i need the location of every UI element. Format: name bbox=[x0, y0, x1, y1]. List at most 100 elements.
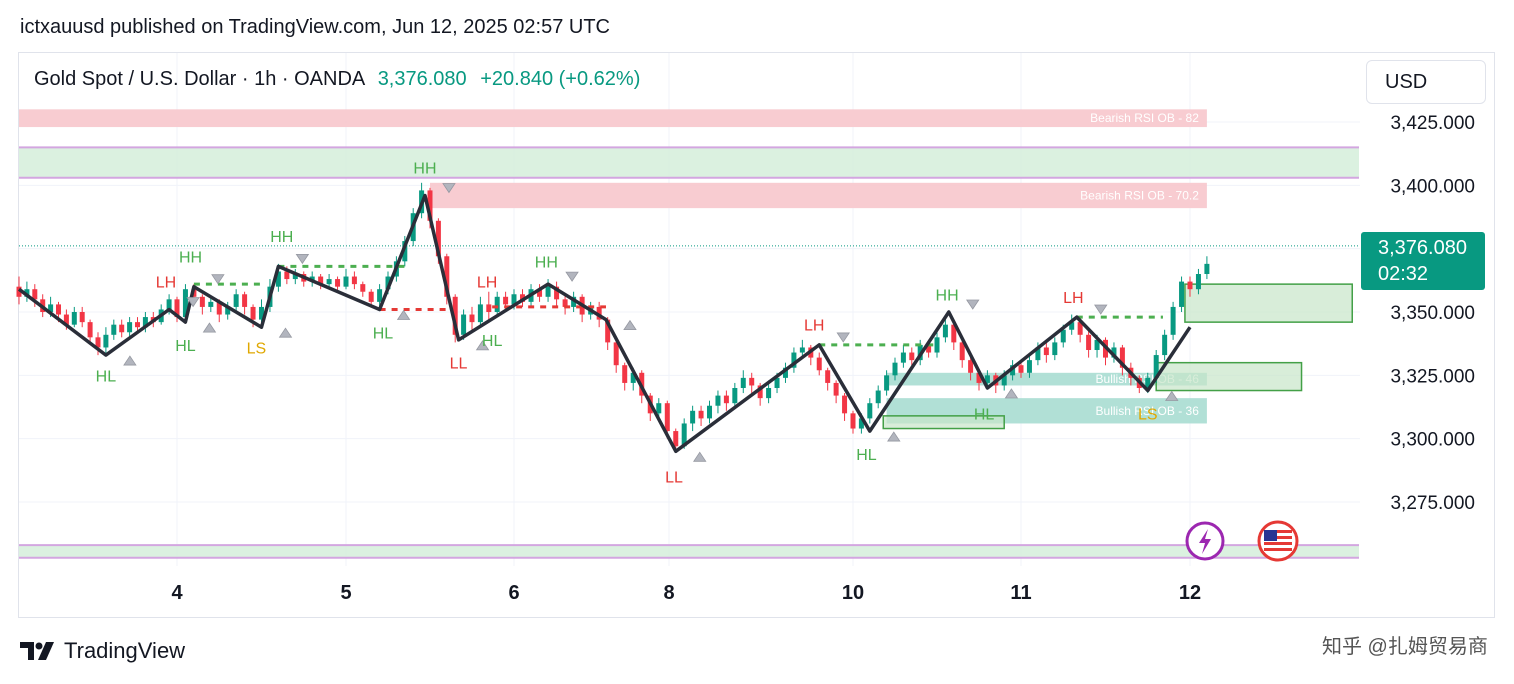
candle bbox=[368, 289, 374, 307]
candle bbox=[1204, 256, 1210, 280]
swing-label: LH bbox=[477, 275, 497, 292]
candle-body bbox=[1086, 334, 1092, 350]
swing-structure-line bbox=[17, 183, 1192, 462]
candle-body bbox=[1162, 334, 1168, 356]
swing-high-marker bbox=[211, 274, 225, 285]
lightning-icon[interactable] bbox=[1185, 521, 1225, 561]
candle-body bbox=[867, 403, 873, 419]
candle bbox=[690, 405, 696, 432]
candle-body bbox=[103, 334, 109, 348]
zone-range bbox=[19, 545, 1359, 558]
candle-body bbox=[326, 279, 332, 285]
candle bbox=[87, 319, 93, 345]
candle-body bbox=[216, 301, 222, 315]
candle-body bbox=[757, 385, 763, 399]
swing-high-marker bbox=[442, 183, 456, 194]
swing-line bbox=[17, 193, 1192, 454]
candle bbox=[850, 410, 856, 434]
candle bbox=[571, 291, 577, 312]
candle bbox=[749, 372, 755, 394]
zone-bearish-ob bbox=[430, 182, 1207, 209]
price-tick-label: 3,400.000 bbox=[1390, 176, 1475, 197]
swing-high-marker bbox=[1094, 304, 1108, 315]
candle-body bbox=[127, 322, 133, 333]
candle bbox=[1026, 355, 1032, 378]
candle-body bbox=[494, 296, 500, 312]
candle-body bbox=[71, 312, 77, 325]
candle-body bbox=[1043, 347, 1049, 356]
candle-body bbox=[976, 372, 982, 383]
candle bbox=[707, 400, 713, 424]
candle-body bbox=[1010, 365, 1016, 376]
candle bbox=[402, 236, 408, 267]
zone-label: Bullish RSI OB - 36 bbox=[1096, 404, 1200, 418]
candle-body bbox=[1153, 355, 1159, 378]
candle-body bbox=[715, 395, 721, 406]
candle-body bbox=[242, 294, 248, 307]
candle-body bbox=[182, 289, 188, 318]
chart-area[interactable] bbox=[18, 52, 1495, 618]
candle-body bbox=[816, 357, 822, 371]
candle bbox=[867, 398, 873, 424]
candle bbox=[892, 357, 898, 381]
candle bbox=[225, 301, 231, 320]
candle-body bbox=[664, 403, 670, 432]
candle-body bbox=[1195, 274, 1201, 290]
swing-label: HL bbox=[175, 338, 196, 355]
candle-body bbox=[909, 352, 915, 361]
candle-body bbox=[444, 256, 450, 297]
swing-low-marker bbox=[475, 340, 490, 351]
candle-body bbox=[292, 274, 298, 280]
price-tick-label: 3,350.000 bbox=[1390, 303, 1475, 324]
candle-body bbox=[385, 276, 391, 290]
swing-label: HL bbox=[856, 447, 877, 464]
candle-body bbox=[630, 372, 636, 383]
candle-body bbox=[740, 377, 746, 388]
candle bbox=[1043, 342, 1049, 363]
candle-body bbox=[596, 306, 602, 320]
candle bbox=[942, 317, 948, 343]
candle-body bbox=[435, 220, 441, 257]
zone-label: Bearish RSI OB - 82 bbox=[1090, 111, 1199, 125]
candle-body bbox=[402, 241, 408, 262]
swing-high-marker bbox=[565, 271, 579, 282]
candle-body bbox=[554, 286, 560, 300]
swing-label: LL bbox=[665, 470, 683, 487]
candle bbox=[242, 291, 248, 315]
time-tick-label: 11 bbox=[1010, 582, 1031, 604]
fvg-box bbox=[1184, 283, 1353, 323]
candle bbox=[799, 339, 805, 358]
candle-body bbox=[613, 342, 619, 366]
tradingview-logo[interactable]: TradingView bbox=[20, 636, 185, 666]
price-tick-label: 3,275.000 bbox=[1390, 493, 1475, 514]
candle bbox=[723, 390, 729, 411]
candle-body bbox=[119, 324, 125, 333]
swing-label: LH bbox=[1063, 290, 1083, 307]
candle-body bbox=[142, 317, 148, 328]
candle-body bbox=[56, 304, 61, 315]
swing-high-marker bbox=[836, 332, 850, 343]
currency-button[interactable]: USD bbox=[1366, 60, 1486, 104]
candle-body bbox=[605, 319, 611, 343]
candle bbox=[1052, 337, 1058, 361]
candle bbox=[1086, 329, 1092, 358]
candle bbox=[782, 362, 788, 383]
order-block-zones: Bearish RSI OB - 82 Bearish RSI OB - 70.2… bbox=[19, 109, 1360, 559]
candle-body bbox=[1035, 347, 1041, 361]
candle-body bbox=[537, 289, 543, 297]
candle-body bbox=[656, 403, 662, 414]
candle bbox=[233, 289, 239, 312]
candle-body bbox=[166, 299, 172, 310]
candle-body bbox=[968, 360, 974, 373]
candle bbox=[318, 274, 324, 290]
candle-body bbox=[774, 377, 780, 388]
us-flag-icon[interactable] bbox=[1257, 520, 1299, 562]
candle-body bbox=[791, 352, 797, 368]
fvg-box bbox=[882, 415, 1005, 430]
candle bbox=[111, 319, 117, 340]
swing-label: LS bbox=[1138, 406, 1158, 423]
candle-body bbox=[208, 301, 214, 307]
price-axis: 3,425.0003,400.0003,375.0003,350.0003,32… bbox=[1390, 113, 1475, 514]
